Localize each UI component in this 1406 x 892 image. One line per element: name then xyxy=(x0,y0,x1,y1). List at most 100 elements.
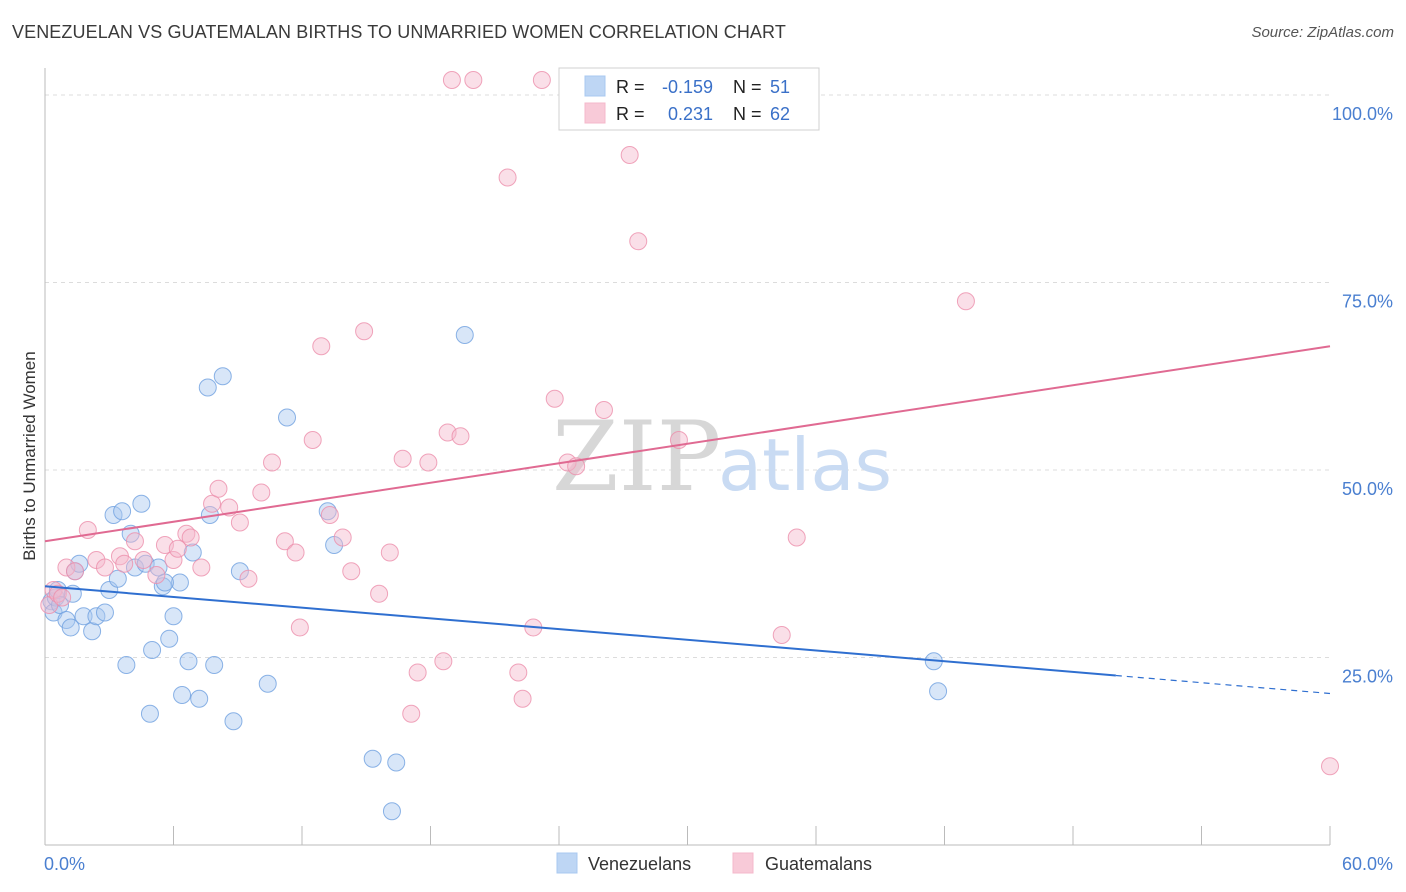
bottom-legend-label-guatemalans: Guatemalans xyxy=(765,854,872,874)
point-guatemalans xyxy=(115,554,134,573)
watermark: ZIP atlas xyxy=(552,401,892,513)
axes xyxy=(44,68,1331,846)
point-venezuelans xyxy=(455,326,474,344)
point-venezuelans xyxy=(170,573,189,592)
point-guatemalans xyxy=(772,626,791,644)
point-guatemalans xyxy=(312,337,331,356)
point-guatemalans xyxy=(203,494,222,513)
point-venezuelans xyxy=(278,408,297,427)
point-venezuelans xyxy=(87,607,106,626)
point-venezuelans xyxy=(224,712,243,731)
point-guatemalans xyxy=(125,532,144,551)
y-tick-label: 25.0% xyxy=(1342,667,1393,687)
point-guatemalans xyxy=(509,663,528,682)
point-guatemalans xyxy=(1321,757,1339,776)
point-venezuelans xyxy=(132,494,151,513)
bottom-legend: Venezuelans Guatemalans xyxy=(556,852,872,874)
point-venezuelans xyxy=(205,656,224,674)
point-venezuelans xyxy=(258,674,277,693)
point-venezuelans xyxy=(74,607,93,626)
point-guatemalans xyxy=(956,292,975,311)
point-guatemalans xyxy=(57,558,76,577)
point-guatemalans xyxy=(513,689,532,708)
point-guatemalans xyxy=(95,558,114,577)
point-venezuelans xyxy=(61,618,80,637)
trend-line-venezuelans-extension xyxy=(1115,674,1331,695)
bottom-legend-swatch-venezuelans xyxy=(556,852,578,874)
point-guatemalans xyxy=(168,539,187,558)
point-guatemalans xyxy=(787,528,806,547)
point-venezuelans xyxy=(173,686,192,704)
point-venezuelans xyxy=(117,656,136,674)
x-tick-label: 60.0% xyxy=(1342,854,1393,874)
point-guatemalans xyxy=(393,449,412,468)
point-guatemalans xyxy=(230,513,249,532)
point-guatemalans xyxy=(402,704,421,723)
point-guatemalans xyxy=(380,543,399,562)
point-guatemalans xyxy=(147,566,166,584)
legend-swatch-venezuelans xyxy=(584,75,606,97)
point-guatemalans xyxy=(164,551,183,569)
legend-n-value: 62 xyxy=(770,104,790,124)
point-venezuelans xyxy=(183,543,202,562)
watermark-atlas: atlas xyxy=(718,423,892,507)
point-venezuelans xyxy=(164,607,183,626)
bottom-legend-swatch-guatemalans xyxy=(732,852,754,874)
y-tick-label: 75.0% xyxy=(1342,292,1393,312)
point-venezuelans xyxy=(387,753,406,772)
point-guatemalans xyxy=(629,232,648,251)
point-guatemalans xyxy=(320,506,339,524)
point-guatemalans xyxy=(370,584,389,603)
point-venezuelans xyxy=(198,378,217,397)
point-guatemalans xyxy=(434,652,453,671)
point-guatemalans xyxy=(263,453,282,472)
point-guatemalans xyxy=(209,479,228,498)
point-guatemalans xyxy=(545,389,564,408)
point-guatemalans xyxy=(65,562,84,581)
point-guatemalans xyxy=(275,532,294,551)
y-tick-label: 100.0% xyxy=(1332,104,1393,124)
legend-n-value: 51 xyxy=(770,77,790,97)
source-label: Source: ZipAtlas.com xyxy=(1251,24,1394,41)
point-venezuelans xyxy=(113,502,132,521)
point-guatemalans xyxy=(192,558,211,577)
y-tick-labels: 25.0% 50.0% 75.0% 100.0% xyxy=(1332,104,1393,687)
point-guatemalans xyxy=(498,168,517,187)
chart-title: VENEZUELAN VS GUATEMALAN BIRTHS TO UNMAR… xyxy=(12,22,786,42)
legend: R = -0.159 N = 51 R = 0.231 N = 62 xyxy=(558,67,820,131)
point-venezuelans xyxy=(190,689,209,708)
point-venezuelans xyxy=(179,652,198,671)
point-venezuelans xyxy=(140,704,159,723)
point-venezuelans xyxy=(363,749,382,768)
point-guatemalans xyxy=(408,663,427,682)
point-guatemalans xyxy=(419,453,438,472)
point-venezuelans xyxy=(104,506,123,524)
x-tick-label: 0.0% xyxy=(44,854,85,874)
scatter-points xyxy=(40,71,1339,821)
y-axis-label: Births to Unmarried Women xyxy=(20,351,39,560)
legend-r-label: R = xyxy=(616,104,645,124)
point-guatemalans xyxy=(333,528,352,547)
point-venezuelans xyxy=(143,641,162,659)
point-venezuelans xyxy=(382,802,401,821)
point-venezuelans xyxy=(160,629,179,648)
point-guatemalans xyxy=(290,618,309,637)
y-tick-label: 50.0% xyxy=(1342,479,1393,499)
point-guatemalans xyxy=(252,483,271,502)
point-guatemalans xyxy=(464,71,483,89)
point-guatemalans xyxy=(286,543,305,562)
trend-line-guatemalans xyxy=(44,345,1331,543)
point-guatemalans xyxy=(442,71,461,89)
point-venezuelans xyxy=(83,622,102,641)
point-guatemalans xyxy=(594,401,613,419)
point-guatemalans xyxy=(134,551,153,569)
watermark-zip: ZIP xyxy=(552,401,721,513)
point-venezuelans xyxy=(213,367,232,386)
legend-r-value: 0.231 xyxy=(668,104,713,124)
point-guatemalans xyxy=(532,71,551,89)
bottom-legend-label-venezuelans: Venezuelans xyxy=(588,854,691,874)
trend-lines xyxy=(44,345,1331,695)
legend-n-label: N = xyxy=(733,104,762,124)
point-venezuelans xyxy=(929,682,948,701)
